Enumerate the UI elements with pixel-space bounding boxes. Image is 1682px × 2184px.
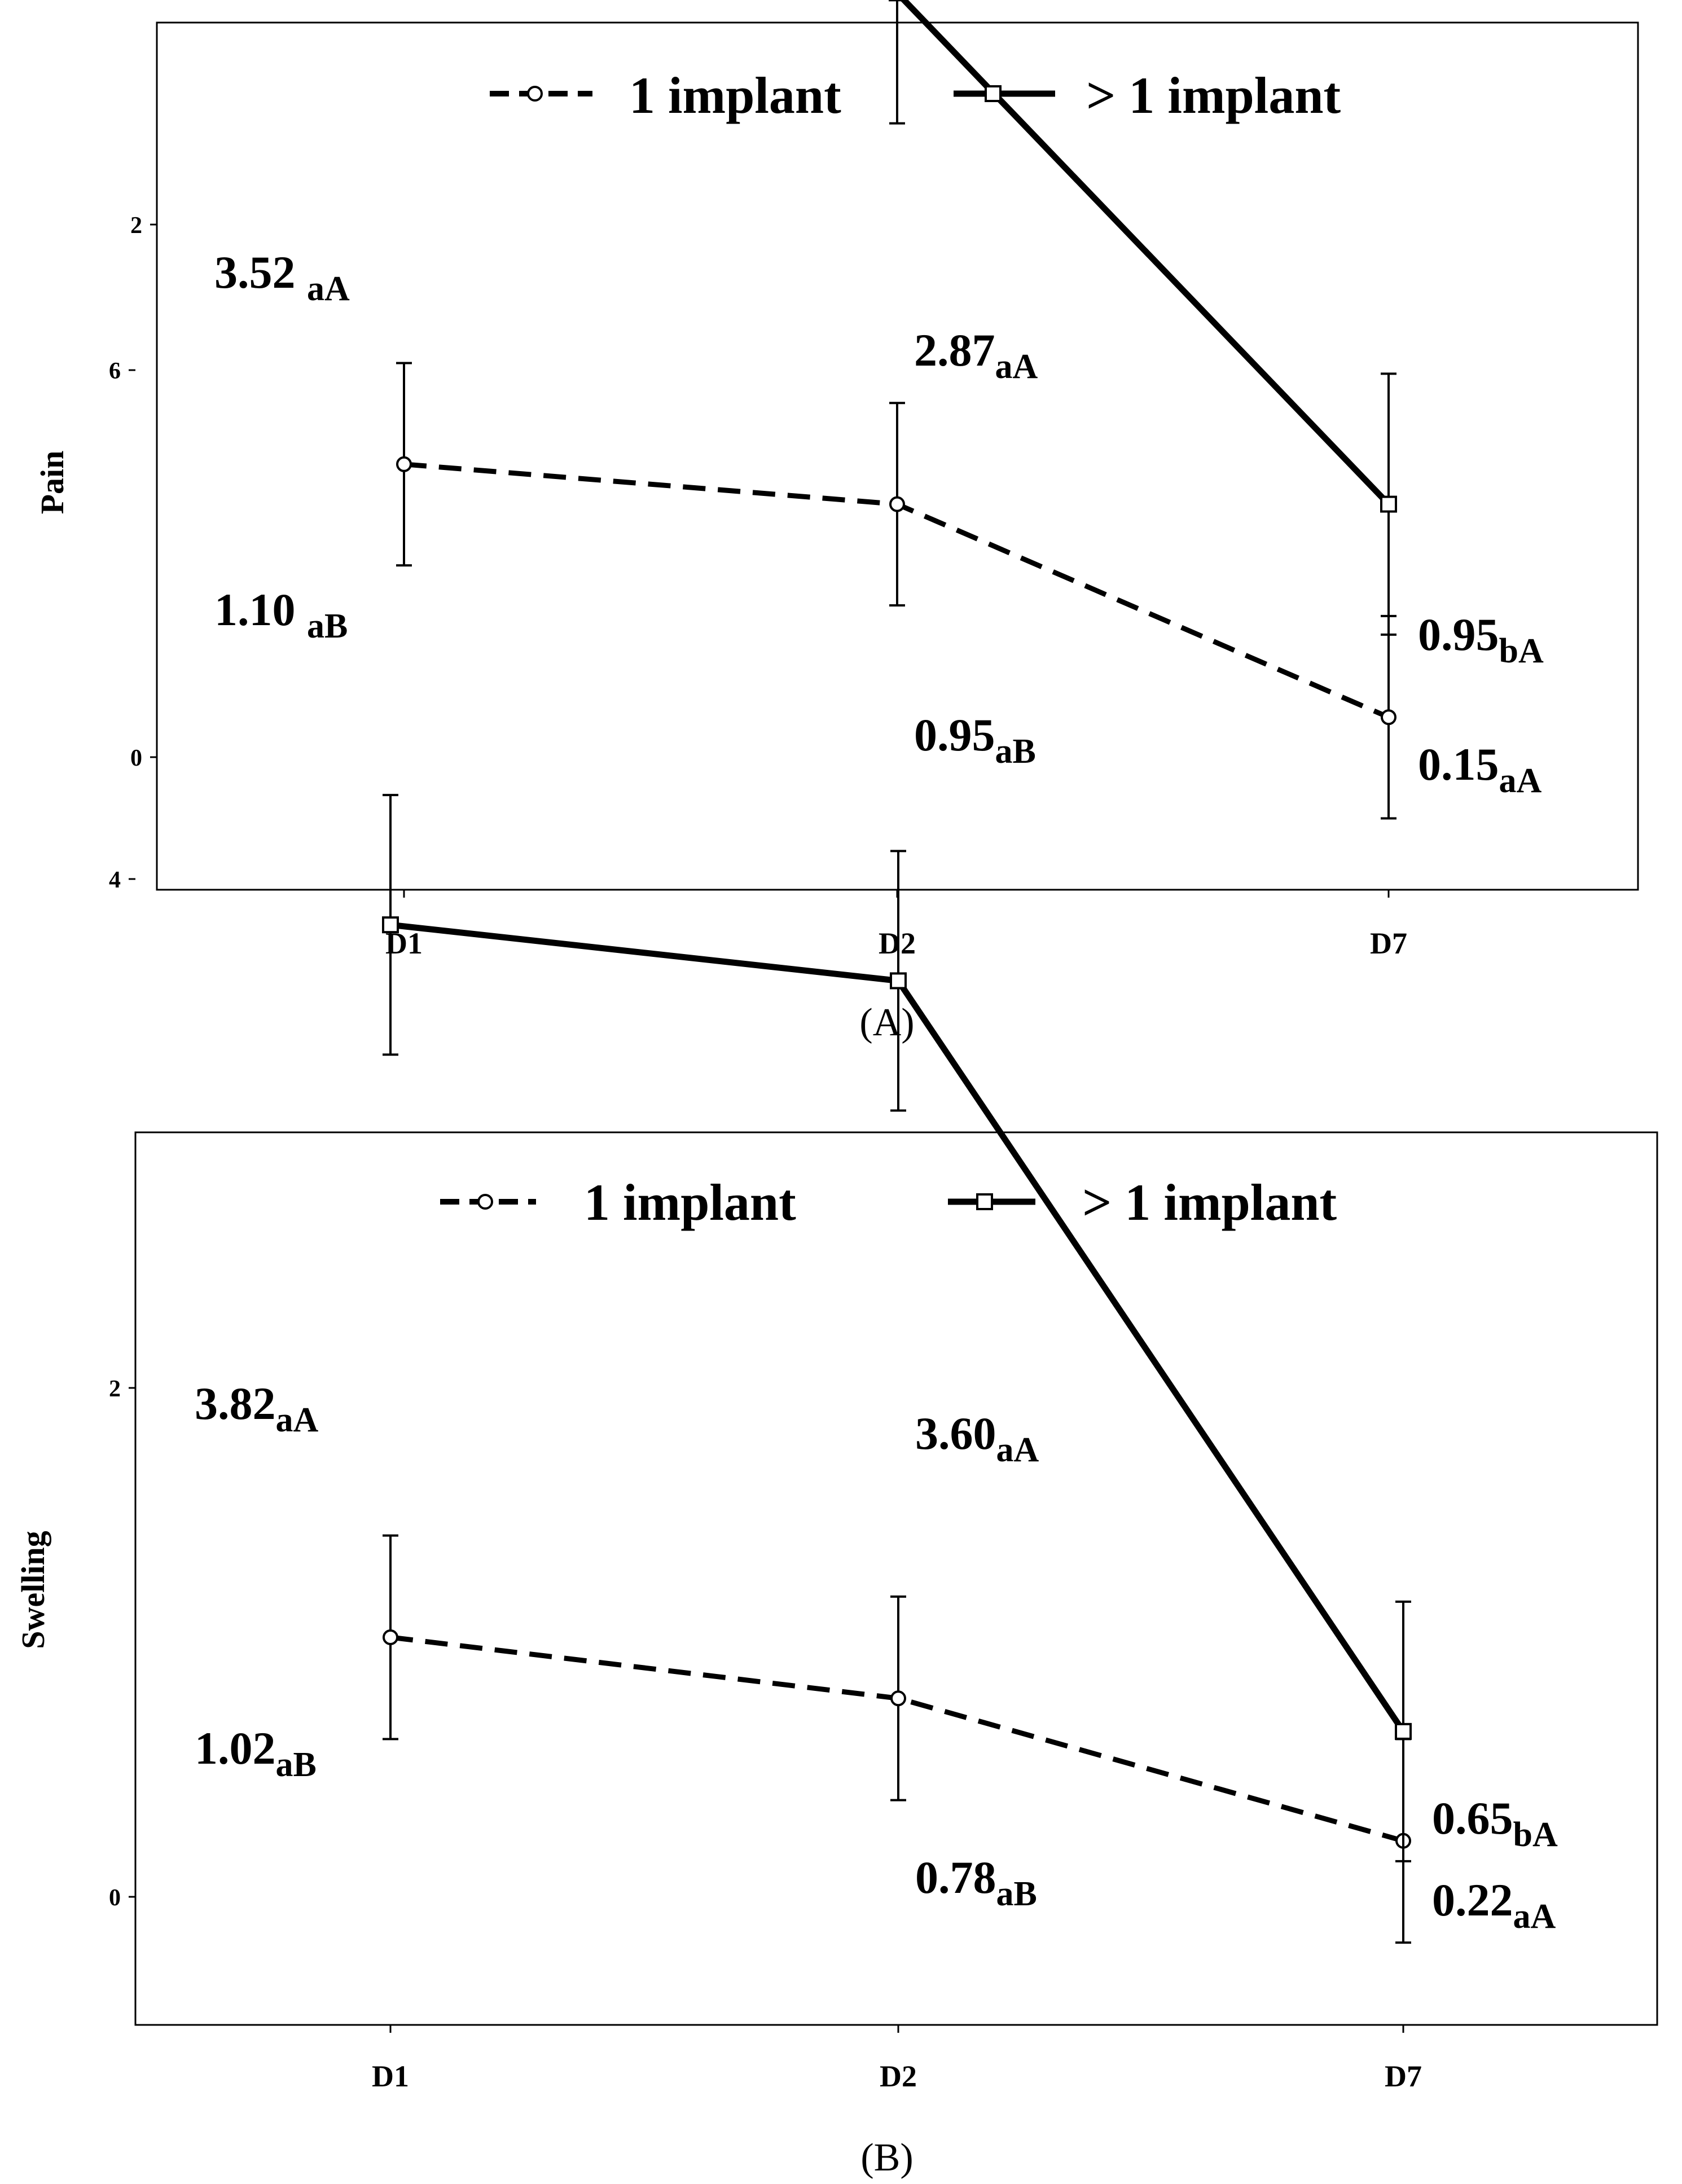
panel-caption: (B) xyxy=(860,2136,913,2179)
data-point xyxy=(1380,495,1397,513)
data-label-value: 3.60 xyxy=(915,1408,996,1459)
data-label-subscript: aA xyxy=(995,348,1038,386)
data-label: 0.15aA xyxy=(1418,739,1542,800)
data-label: 0.95bA xyxy=(1418,609,1544,670)
data-label-subscript: aA xyxy=(996,1431,1039,1469)
legend-label-one-implant: 1 implant xyxy=(629,67,841,124)
data-label: 0.65bA xyxy=(1432,1792,1558,1854)
legend-marker-circle xyxy=(527,86,543,102)
plot-frame xyxy=(134,1131,1658,2026)
data-point xyxy=(890,972,907,990)
data-label-subscript: bA xyxy=(1513,1816,1558,1854)
chart-panel-a: 024D1D2D7Pain(A)1.10 aB0.95aB0.15aA3.52 … xyxy=(34,0,1639,1044)
data-label-value: 1.10 xyxy=(214,584,307,635)
data-label-subscript: aB xyxy=(995,732,1036,771)
legend-label-multi-implant: > 1 implant xyxy=(1082,1174,1337,1231)
series-line xyxy=(899,0,1391,507)
data-label-subscript: aA xyxy=(307,270,350,308)
series-line xyxy=(390,1634,1404,1844)
y-axis-title: Swelling xyxy=(15,1531,51,1649)
data-label-value: 0.95 xyxy=(1418,609,1499,660)
series-line xyxy=(390,921,1406,1733)
data-label-value: 0.78 xyxy=(915,1852,996,1903)
y-tick-label: 0 xyxy=(130,745,142,771)
data-label-subscript: aA xyxy=(276,1401,319,1439)
data-label-subscript: aB xyxy=(276,1746,317,1784)
data-label-value: 0.65 xyxy=(1432,1792,1513,1844)
y-tick-label: 0 xyxy=(109,1885,121,1911)
data-label: 1.10 aB xyxy=(214,584,348,645)
y-tick-label: 2 xyxy=(109,1376,121,1402)
data-label-value: 0.15 xyxy=(1418,739,1499,790)
x-tick-label: D1 xyxy=(372,2059,409,2093)
legend-marker-square xyxy=(976,1193,993,1210)
data-label-subscript: aB xyxy=(996,1875,1037,1913)
series-one-implant: 1.10 aB0.95aB 0.15aA xyxy=(214,362,1542,820)
data-point xyxy=(1395,1722,1412,1740)
legend-marker-circle xyxy=(477,1194,493,1210)
data-label: 0.78aB xyxy=(915,1852,1037,1913)
y-tick-label: 6 xyxy=(109,358,121,384)
data-point xyxy=(383,1629,398,1645)
legend-label-one-implant: 1 implant xyxy=(584,1174,796,1231)
legend: 1 implant > 1 implant xyxy=(490,67,1341,124)
data-label-value: 0.22 xyxy=(1432,1874,1513,1926)
x-tick-label: D2 xyxy=(880,2059,917,2093)
data-label-value: 2.87 xyxy=(914,324,995,376)
x-tick-label: D7 xyxy=(1385,2059,1422,2093)
data-label: 0.95aB xyxy=(914,709,1036,771)
data-label: 3.52 aA xyxy=(214,247,350,308)
data-label-subscript: aA xyxy=(1513,1897,1556,1936)
x-tick-label: D7 xyxy=(1370,926,1407,960)
data-label-value: 1.02 xyxy=(195,1722,276,1774)
data-label: 3.60aA xyxy=(915,1408,1039,1469)
data-label-subscript: bA xyxy=(1499,632,1544,670)
data-label-value: 0.95 xyxy=(914,709,995,761)
data-label: 0.22aA xyxy=(1432,1874,1556,1936)
data-label-subscript: aB xyxy=(307,607,348,645)
data-label: 3.82aA xyxy=(195,1378,319,1439)
legend-marker-square xyxy=(985,85,1002,102)
legend-label-multi-implant: > 1 implant xyxy=(1086,67,1341,124)
y-axis-title: Pain xyxy=(34,451,71,515)
panel-caption: (A) xyxy=(859,1001,914,1044)
data-point xyxy=(382,916,399,934)
data-label: 1.02aB xyxy=(195,1722,317,1784)
data-point xyxy=(890,1690,906,1707)
data-label-value: 3.52 xyxy=(214,247,307,298)
data-point xyxy=(396,456,412,472)
data-label-value: 3.82 xyxy=(195,1378,276,1429)
data-label-subscript: aA xyxy=(1499,762,1542,800)
legend: 1 implant > 1 implant xyxy=(440,1174,1337,1231)
y-tick-label: 2 xyxy=(130,213,142,239)
data-label: 2.87aA xyxy=(914,324,1038,386)
data-point xyxy=(1381,709,1396,726)
y-tick-label: 4 xyxy=(109,867,121,893)
data-point xyxy=(889,496,905,512)
